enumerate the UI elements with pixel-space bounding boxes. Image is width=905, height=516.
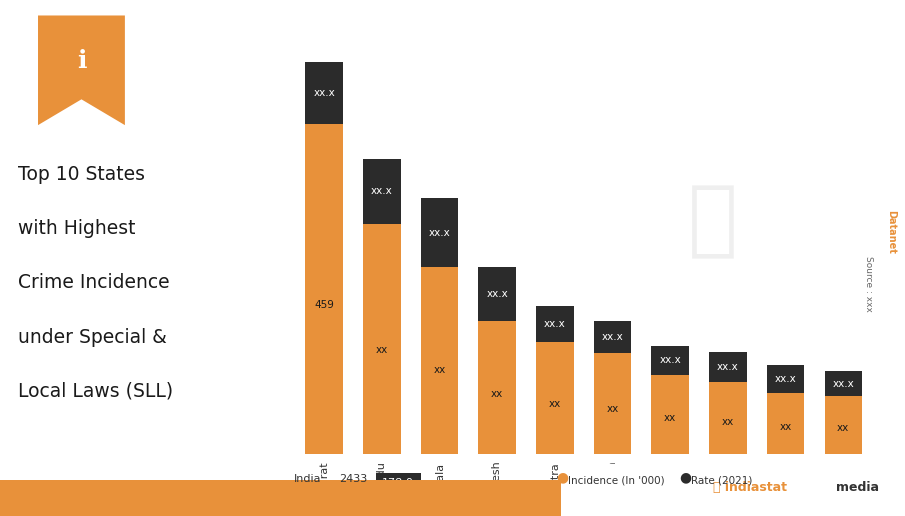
Text: 2433: 2433	[339, 474, 367, 485]
Bar	[767, 365, 805, 393]
Bar	[536, 307, 574, 343]
Bar	[652, 375, 689, 454]
Text: xx: xx	[376, 345, 388, 356]
Text: under Special &: under Special &	[18, 328, 167, 347]
Text: xx.x: xx.x	[660, 356, 681, 365]
Text: xx.x: xx.x	[429, 228, 451, 238]
Text: Crime Incidence: Crime Incidence	[18, 273, 170, 293]
Bar	[824, 396, 862, 454]
Text: xx: xx	[433, 365, 445, 375]
Text: Datanet: Datanet	[886, 210, 897, 254]
Text: Incidence (In '000): Incidence (In '000)	[568, 476, 665, 486]
Text: ℹ: ℹ	[77, 49, 86, 73]
Text: xx.x: xx.x	[775, 374, 796, 384]
Text: India: India	[294, 474, 321, 485]
Bar	[306, 62, 343, 123]
Text: xx: xx	[664, 413, 676, 424]
Text: xx.x: xx.x	[486, 289, 508, 299]
Text: 178.0: 178.0	[382, 478, 414, 488]
Text: Rate (2021): Rate (2021)	[691, 476, 752, 486]
Text: Local Laws (SLL): Local Laws (SLL)	[18, 382, 173, 401]
Text: xx: xx	[837, 423, 850, 433]
Text: xx.x: xx.x	[602, 332, 624, 342]
Text: xx.x: xx.x	[313, 88, 335, 98]
Bar	[652, 346, 689, 375]
Text: xx.x: xx.x	[371, 186, 393, 196]
Bar	[421, 199, 458, 267]
Text: 🅘 indiastat: 🅘 indiastat	[713, 481, 787, 494]
Text: xx.x: xx.x	[717, 362, 738, 372]
Text: 459: 459	[314, 300, 334, 310]
Text: xx: xx	[491, 389, 503, 399]
Bar	[363, 159, 401, 223]
Text: xx: xx	[548, 399, 561, 409]
Text: Top 10 States: Top 10 States	[18, 165, 145, 184]
Text: xx.x: xx.x	[833, 379, 854, 389]
Bar	[479, 321, 516, 454]
Bar	[306, 123, 343, 454]
Polygon shape	[38, 15, 125, 125]
Bar	[594, 321, 632, 353]
Bar	[710, 352, 747, 382]
Bar	[710, 382, 747, 454]
Text: ●: ●	[679, 470, 691, 484]
Text: ●: ●	[557, 470, 568, 484]
Text: 🗺: 🗺	[688, 181, 738, 262]
Bar	[363, 223, 401, 454]
Bar	[594, 353, 632, 454]
Text: xx: xx	[606, 404, 619, 414]
Text: xx.x: xx.x	[544, 319, 566, 329]
Text: media: media	[836, 481, 880, 494]
Bar	[824, 371, 862, 396]
Text: with Highest: with Highest	[18, 219, 136, 238]
Bar	[767, 393, 805, 454]
Bar	[421, 267, 458, 454]
Text: Source : xxx: Source : xxx	[864, 256, 873, 312]
Bar	[479, 267, 516, 321]
Bar	[536, 343, 574, 454]
Text: xx: xx	[779, 422, 792, 431]
Text: xx: xx	[722, 417, 734, 427]
